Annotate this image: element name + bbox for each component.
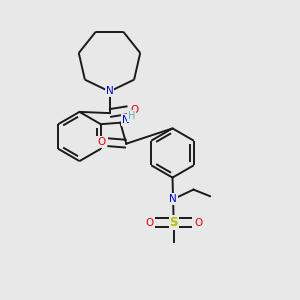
Text: N: N: [106, 86, 113, 97]
Text: O: O: [97, 137, 105, 147]
Text: O: O: [145, 218, 153, 228]
Text: N: N: [169, 194, 177, 204]
Text: O: O: [130, 105, 139, 115]
Text: H: H: [128, 111, 135, 121]
Text: S: S: [169, 216, 178, 229]
Text: N: N: [122, 115, 130, 125]
Text: O: O: [194, 218, 202, 228]
